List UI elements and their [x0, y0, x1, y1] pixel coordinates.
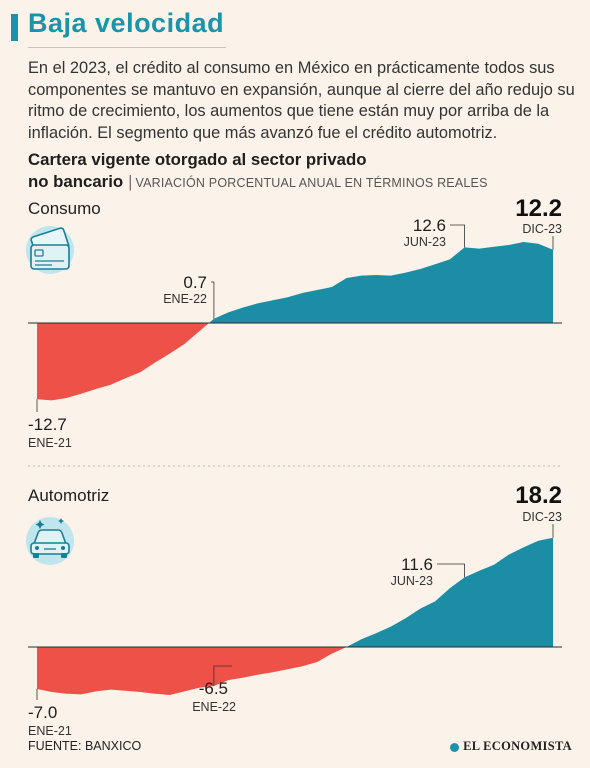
positive-area [346, 537, 553, 647]
annotation-date: JUN-23 [404, 235, 446, 249]
subtitle-separator: | [128, 172, 133, 191]
brand-logo: EL ECONOMISTA [450, 739, 572, 754]
negative-area [37, 323, 209, 401]
page-title: Baja velocidad [28, 8, 225, 38]
annotation-value: -6.5 [199, 679, 228, 698]
annotation-date: ENE-22 [163, 292, 207, 306]
negative-area [37, 647, 347, 695]
annotation-leader [450, 224, 465, 248]
positive-area [209, 242, 553, 323]
annotation-value: -7.0 [28, 703, 57, 722]
annotation-date: DIC-23 [522, 222, 562, 236]
annotation-value: 11.6 [401, 555, 433, 574]
annotation-leader [211, 281, 215, 319]
brand-dot-icon [450, 742, 460, 752]
annotation-date: ENE-22 [192, 700, 236, 714]
chart-unit: VARIACIÓN PORCENTUAL ANUAL EN TÉRMINOS R… [135, 176, 488, 190]
annotation-value: 12.6 [413, 216, 446, 235]
car-icon [26, 517, 74, 565]
annotation-date: ENE-21 [28, 436, 72, 450]
annotation-date: JUN-23 [391, 574, 433, 588]
title-rule [28, 47, 226, 48]
chart-subtitle-line2: no bancario | VARIACIÓN PORCENTUAL ANUAL E… [28, 172, 488, 192]
annotation-leader [437, 563, 465, 578]
source-note: FUENTE: BANXICO [28, 739, 142, 753]
series-label-consumo: Consumo [28, 199, 101, 218]
annotation-value: 0.7 [183, 273, 207, 292]
annotation-leader [213, 665, 232, 686]
title-accent-bar [11, 14, 18, 41]
chart-subtitle-line2-text: no bancario [28, 172, 124, 191]
annotation-date: DIC-23 [522, 510, 562, 524]
series-label-automotriz: Automotriz [28, 486, 110, 505]
brand-name: EL ECONOMISTA [463, 739, 572, 753]
intro-paragraph: En el 2023, el crédito al consumo en Méx… [28, 59, 575, 142]
annotation-date: ENE-21 [28, 724, 72, 738]
chart-subtitle-line1: Cartera vigente otorgado al sector priva… [28, 150, 367, 169]
last-value-consumo: 12.2 [515, 195, 562, 222]
last-value-automotriz: 18.2 [515, 482, 562, 509]
credit-card-icon [26, 226, 74, 274]
annotation-value: -12.7 [28, 415, 67, 434]
